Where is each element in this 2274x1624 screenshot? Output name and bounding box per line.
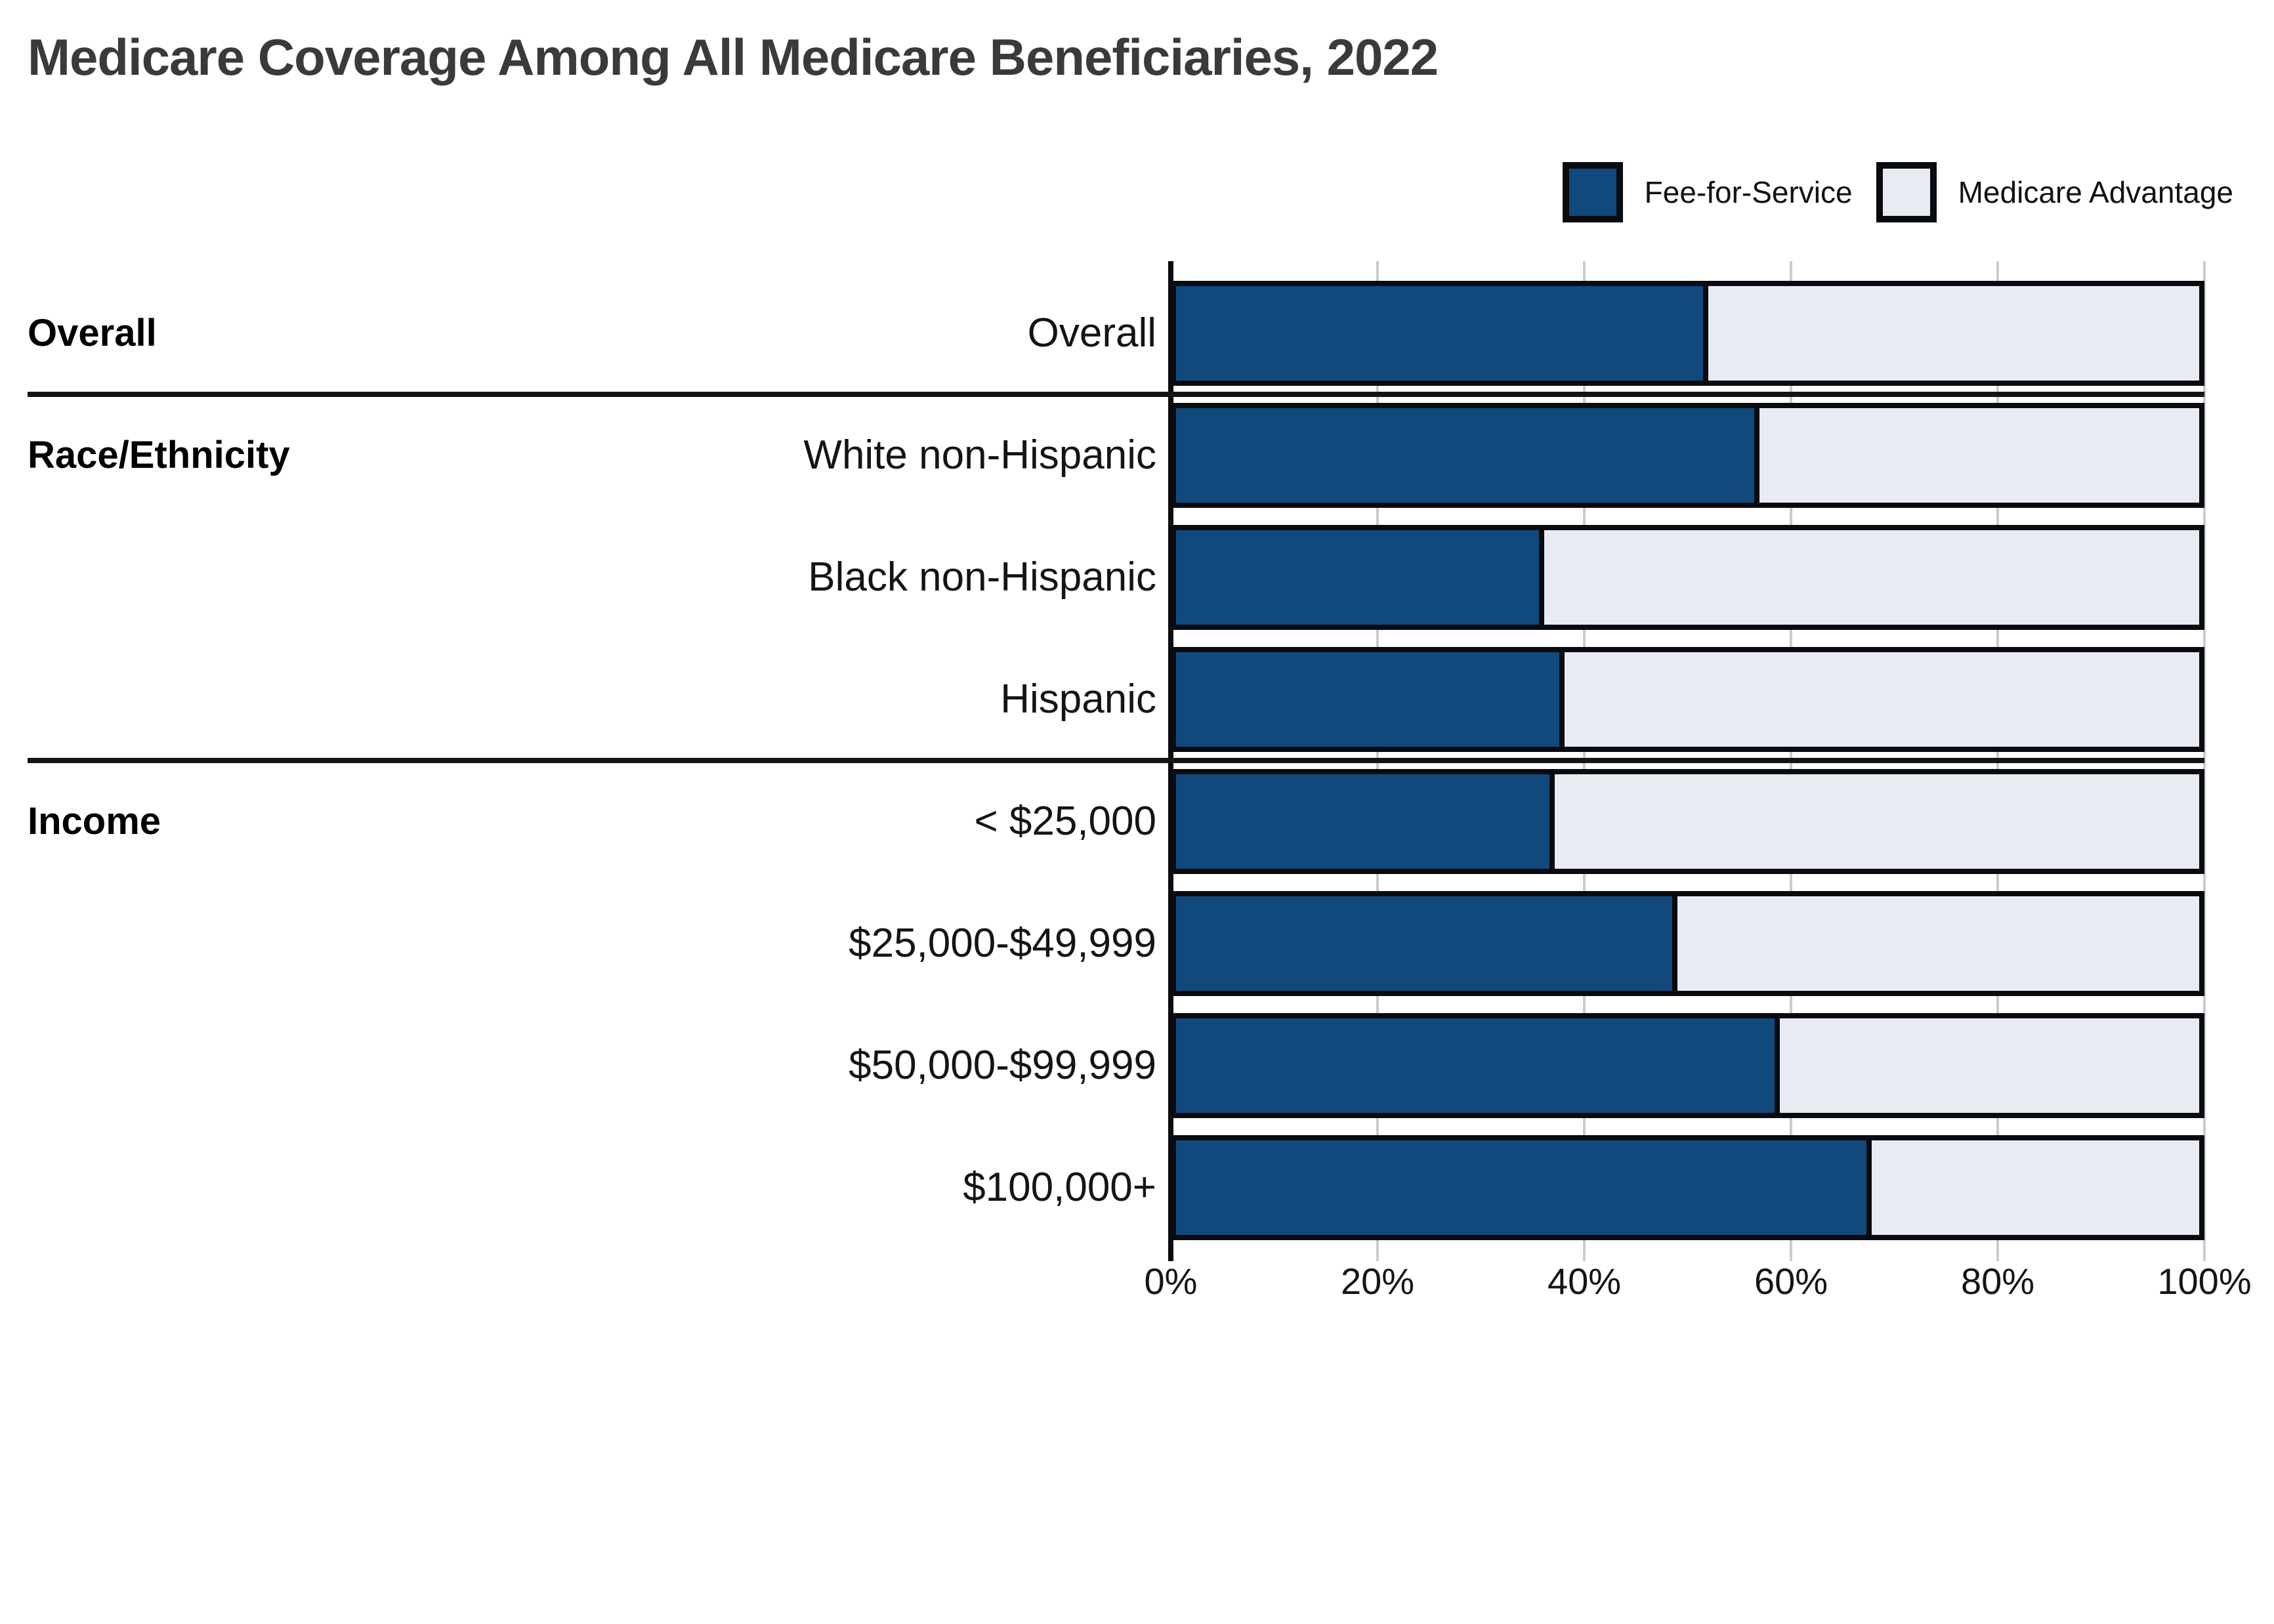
legend-swatch-fee-for-service-icon xyxy=(1562,162,1623,222)
bar-segment-fee-for-service xyxy=(1176,530,1545,625)
row-label: Overall xyxy=(1027,310,1156,356)
bar-segment-fee-for-service xyxy=(1176,896,1677,991)
bar-row xyxy=(1171,1135,2204,1240)
x-tick-label: 40% xyxy=(1547,1260,1622,1302)
bar-row xyxy=(1171,1013,2204,1118)
group-label-overall: Overall xyxy=(28,312,157,354)
row-label: White non-Hispanic xyxy=(803,432,1156,478)
bar-row xyxy=(1171,769,2204,874)
bar-row xyxy=(1171,281,2204,386)
group-label-race-ethnicity: Race/Ethnicity xyxy=(28,434,290,476)
row-label: Hispanic xyxy=(1000,677,1156,722)
group-separator xyxy=(28,758,2204,763)
bar-segment-medicare-advantage xyxy=(1554,774,2199,869)
legend-label-fee-for-service: Fee-for-Service xyxy=(1644,175,1853,209)
bar-segment-medicare-advantage xyxy=(1779,1018,2199,1113)
bar-segment-medicare-advantage xyxy=(1872,1140,2199,1235)
legend: Fee-for-Service Medicare Advantage xyxy=(1562,162,2233,222)
bar-segment-medicare-advantage xyxy=(1708,286,2199,381)
x-tick-label: 80% xyxy=(1960,1260,2035,1302)
bar-row xyxy=(1171,647,2204,752)
bar-segment-fee-for-service xyxy=(1176,1018,1780,1113)
gridline-100% xyxy=(2203,261,2206,1261)
row-label: < $25,000 xyxy=(974,799,1156,844)
bar-segment-medicare-advantage xyxy=(1677,896,2199,991)
x-tick-label: 0% xyxy=(1144,1260,1198,1302)
group-separator xyxy=(28,392,2204,397)
bar-segment-fee-for-service xyxy=(1176,286,1708,381)
x-tick-label: 60% xyxy=(1754,1260,1828,1302)
bar-row xyxy=(1171,525,2204,630)
x-tick-label: 20% xyxy=(1340,1260,1415,1302)
bar-segment-medicare-advantage xyxy=(1759,408,2199,503)
legend-item-fee-for-service: Fee-for-Service xyxy=(1562,162,1853,222)
row-label: $50,000-$99,999 xyxy=(849,1043,1156,1088)
bar-segment-fee-for-service xyxy=(1176,1140,1872,1235)
bar-segment-medicare-advantage xyxy=(1565,652,2199,747)
x-tick-label: 100% xyxy=(2157,1260,2252,1302)
bar-segment-fee-for-service xyxy=(1176,408,1759,503)
bar-segment-fee-for-service xyxy=(1176,652,1565,747)
legend-label-medicare-advantage: Medicare Advantage xyxy=(1958,175,2233,209)
row-label: $25,000-$49,999 xyxy=(849,921,1156,966)
row-label: $100,000+ xyxy=(963,1165,1156,1210)
chart-title: Medicare Coverage Among All Medicare Ben… xyxy=(28,28,1439,86)
bar-row xyxy=(1171,403,2204,508)
legend-item-medicare-advantage: Medicare Advantage xyxy=(1876,162,2233,222)
group-label-income: Income xyxy=(28,800,161,843)
bar-segment-medicare-advantage xyxy=(1544,530,2199,625)
legend-swatch-medicare-advantage-icon xyxy=(1876,162,1937,222)
bar-segment-fee-for-service xyxy=(1176,774,1555,869)
row-label: Black non-Hispanic xyxy=(808,554,1156,600)
bar-row xyxy=(1171,891,2204,996)
